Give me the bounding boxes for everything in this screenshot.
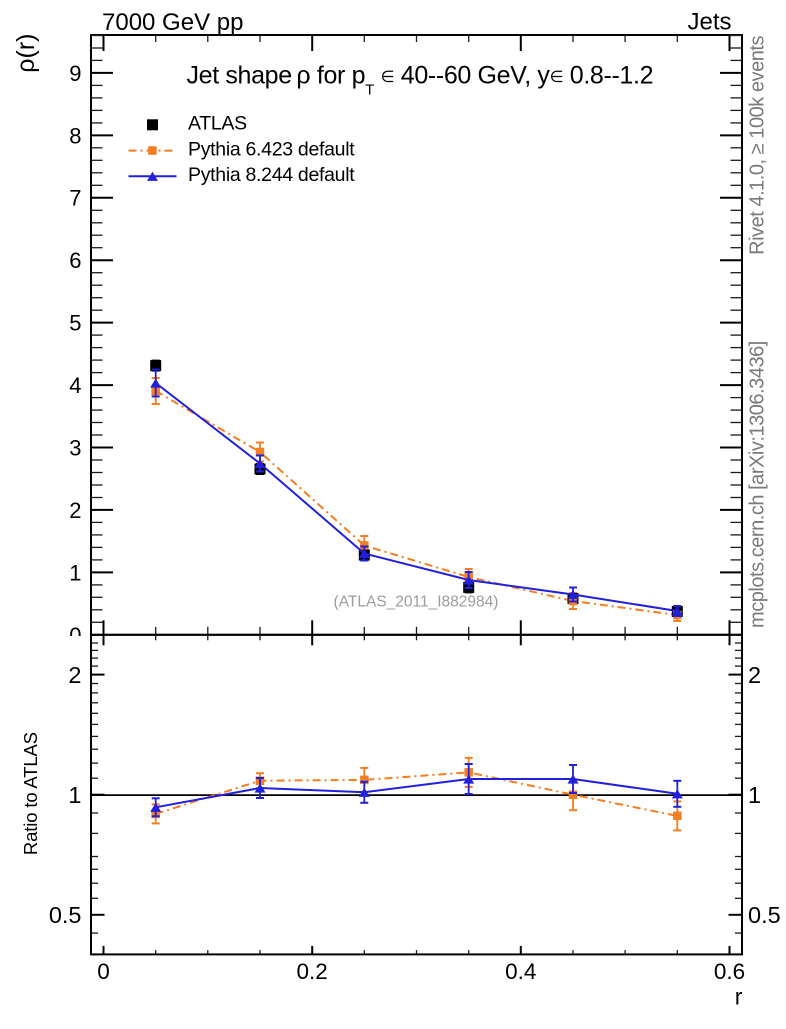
svg-text:8: 8	[69, 123, 81, 148]
svg-text:2: 2	[68, 662, 81, 688]
svg-text:6: 6	[69, 248, 81, 273]
svg-text:0.6: 0.6	[714, 959, 745, 984]
svg-text:1: 1	[69, 560, 81, 585]
svg-text:7: 7	[69, 186, 81, 211]
svg-text:Ratio to ATLAS: Ratio to ATLAS	[20, 732, 41, 855]
svg-text:0: 0	[69, 623, 81, 648]
svg-text:mcplots.cern.ch [arXiv:1306.34: mcplots.cern.ch [arXiv:1306.3436]	[747, 341, 769, 628]
svg-text:9: 9	[69, 61, 81, 86]
svg-text:0.2: 0.2	[297, 959, 328, 984]
svg-text:1: 1	[748, 782, 761, 808]
svg-text:0.5: 0.5	[748, 902, 781, 928]
svg-text:2: 2	[748, 662, 761, 688]
svg-text:4: 4	[69, 373, 81, 398]
svg-text:ρ(r): ρ(r)	[12, 34, 40, 73]
svg-text:Pythia 6.423 default: Pythia 6.423 default	[188, 138, 355, 160]
svg-text:ATLAS: ATLAS	[188, 113, 247, 135]
svg-text:Rivet 4.1.0, ≥ 100k events: Rivet 4.1.0, ≥ 100k events	[747, 36, 769, 255]
svg-text:0.4: 0.4	[505, 959, 536, 984]
svg-text:Pythia 8.244 default: Pythia 8.244 default	[188, 164, 355, 186]
svg-text:2: 2	[69, 498, 81, 523]
svg-text:(ATLAS_2011_I882984): (ATLAS_2011_I882984)	[334, 594, 499, 611]
svg-text:0.5: 0.5	[49, 902, 82, 928]
svg-text:0: 0	[97, 959, 110, 984]
svg-text:r: r	[735, 984, 743, 1010]
svg-text:7000 GeV pp: 7000 GeV pp	[102, 9, 243, 36]
svg-text:1: 1	[68, 782, 81, 808]
svg-text:Jets: Jets	[687, 8, 731, 35]
svg-text:5: 5	[69, 311, 81, 336]
svg-text:3: 3	[69, 435, 81, 460]
